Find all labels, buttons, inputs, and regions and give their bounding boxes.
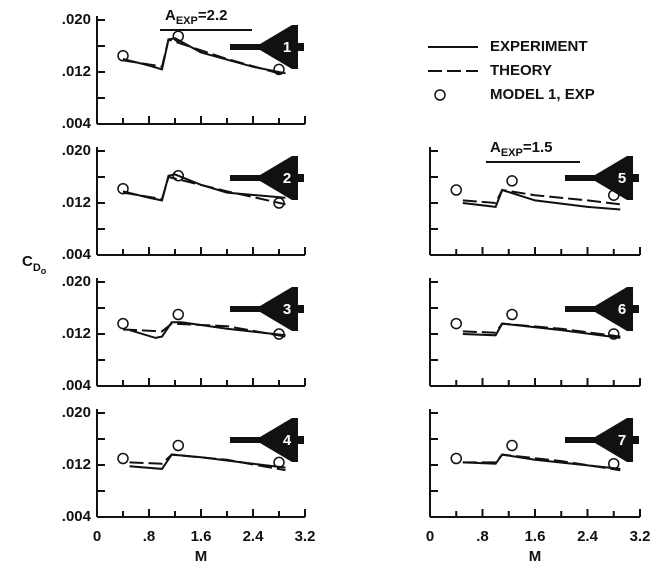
x-tick-label: .8 [476, 528, 489, 545]
y-tick-label: .020 [62, 142, 91, 159]
theory-line [462, 322, 621, 338]
y-axis-label: CDo [22, 253, 47, 276]
panel-label: 4 [283, 432, 292, 449]
data-point [506, 175, 518, 187]
y-tick-label: .012 [62, 63, 91, 80]
annotation-sub: EXP [176, 15, 198, 27]
data-point [608, 328, 620, 340]
data-point [608, 189, 620, 201]
data-point [450, 317, 462, 330]
data-point [273, 63, 285, 76]
y-tick-label: .020 [62, 273, 91, 290]
y-tick-label: .012 [62, 456, 91, 473]
data-point [273, 328, 285, 340]
y-tick-label: .004 [62, 508, 92, 525]
y-label-base: C [22, 253, 33, 270]
experiment-line [129, 321, 286, 339]
data-point [117, 182, 129, 195]
data-point [608, 457, 620, 470]
panel-label: 5 [618, 170, 626, 187]
x-tick-label: .8 [143, 528, 156, 545]
panel-label: 1 [283, 39, 291, 56]
experiment-line [462, 188, 621, 211]
panel-label: 7 [618, 432, 626, 449]
annotation: AEXP=1.5 [490, 139, 552, 159]
x-tick-label: 1.6 [191, 528, 212, 545]
theory-line [122, 38, 286, 77]
x-tick-label: 0 [426, 528, 434, 545]
x-axis-label: M [529, 548, 542, 565]
annotation-base: A [490, 139, 501, 156]
data-point [273, 456, 285, 469]
data-point [172, 169, 184, 182]
y-label-subsub: o [41, 266, 47, 276]
aircraft-silhouette [565, 156, 639, 200]
aircraft-silhouette [230, 156, 304, 200]
x-axis-label: M [195, 548, 208, 565]
data-point [450, 452, 462, 465]
legend-marker [434, 89, 446, 101]
aircraft-silhouette [230, 418, 304, 462]
theory-line [122, 322, 286, 338]
x-tick-label: 3.2 [630, 528, 651, 545]
data-point [506, 439, 518, 452]
legend-label: EXPERIMENT [490, 38, 588, 55]
legend-label: MODEL 1, EXP [490, 86, 595, 103]
legend-label: THEORY [490, 62, 552, 79]
x-tick-label: 0 [93, 528, 101, 545]
data-point [172, 439, 184, 452]
theory-line [462, 453, 621, 472]
y-label-sub: D [33, 262, 41, 274]
panel-label: 3 [283, 301, 291, 318]
x-tick-label: 1.6 [525, 528, 546, 545]
x-tick-label: 2.4 [243, 528, 265, 545]
panel-label: 2 [283, 170, 291, 187]
data-point [117, 50, 129, 62]
x-tick-label: 2.4 [577, 528, 599, 545]
annotation-rest: =1.5 [523, 139, 553, 156]
annotation-rest: =2.2 [198, 7, 228, 24]
panel-label: 6 [618, 301, 626, 318]
x-tick-label: 3.2 [295, 528, 316, 545]
aircraft-silhouette [230, 287, 304, 331]
data-point [117, 317, 129, 330]
data-point [273, 197, 285, 209]
annotation: AEXP=2.2 [165, 7, 227, 27]
theory-line [462, 188, 621, 206]
theory-line [129, 453, 286, 472]
aircraft-silhouette [230, 25, 304, 69]
data-point [506, 308, 518, 321]
aircraft-silhouette [565, 418, 639, 462]
y-tick-label: .012 [62, 194, 91, 211]
aircraft-silhouette [565, 287, 639, 331]
data-point [172, 30, 184, 42]
data-point [117, 452, 129, 465]
y-tick-label: .012 [62, 325, 91, 342]
y-tick-label: .004 [62, 115, 92, 132]
y-tick-label: .004 [62, 377, 92, 394]
annotation-sub: EXP [501, 147, 523, 159]
experiment-line [462, 322, 621, 339]
experiment-line [122, 37, 286, 75]
data-point [172, 308, 184, 321]
y-tick-label: .004 [62, 246, 92, 263]
theory-line [122, 175, 286, 206]
y-tick-label: .020 [62, 11, 91, 28]
annotation-base: A [165, 7, 176, 24]
y-tick-label: .020 [62, 404, 91, 421]
data-point [450, 184, 462, 196]
